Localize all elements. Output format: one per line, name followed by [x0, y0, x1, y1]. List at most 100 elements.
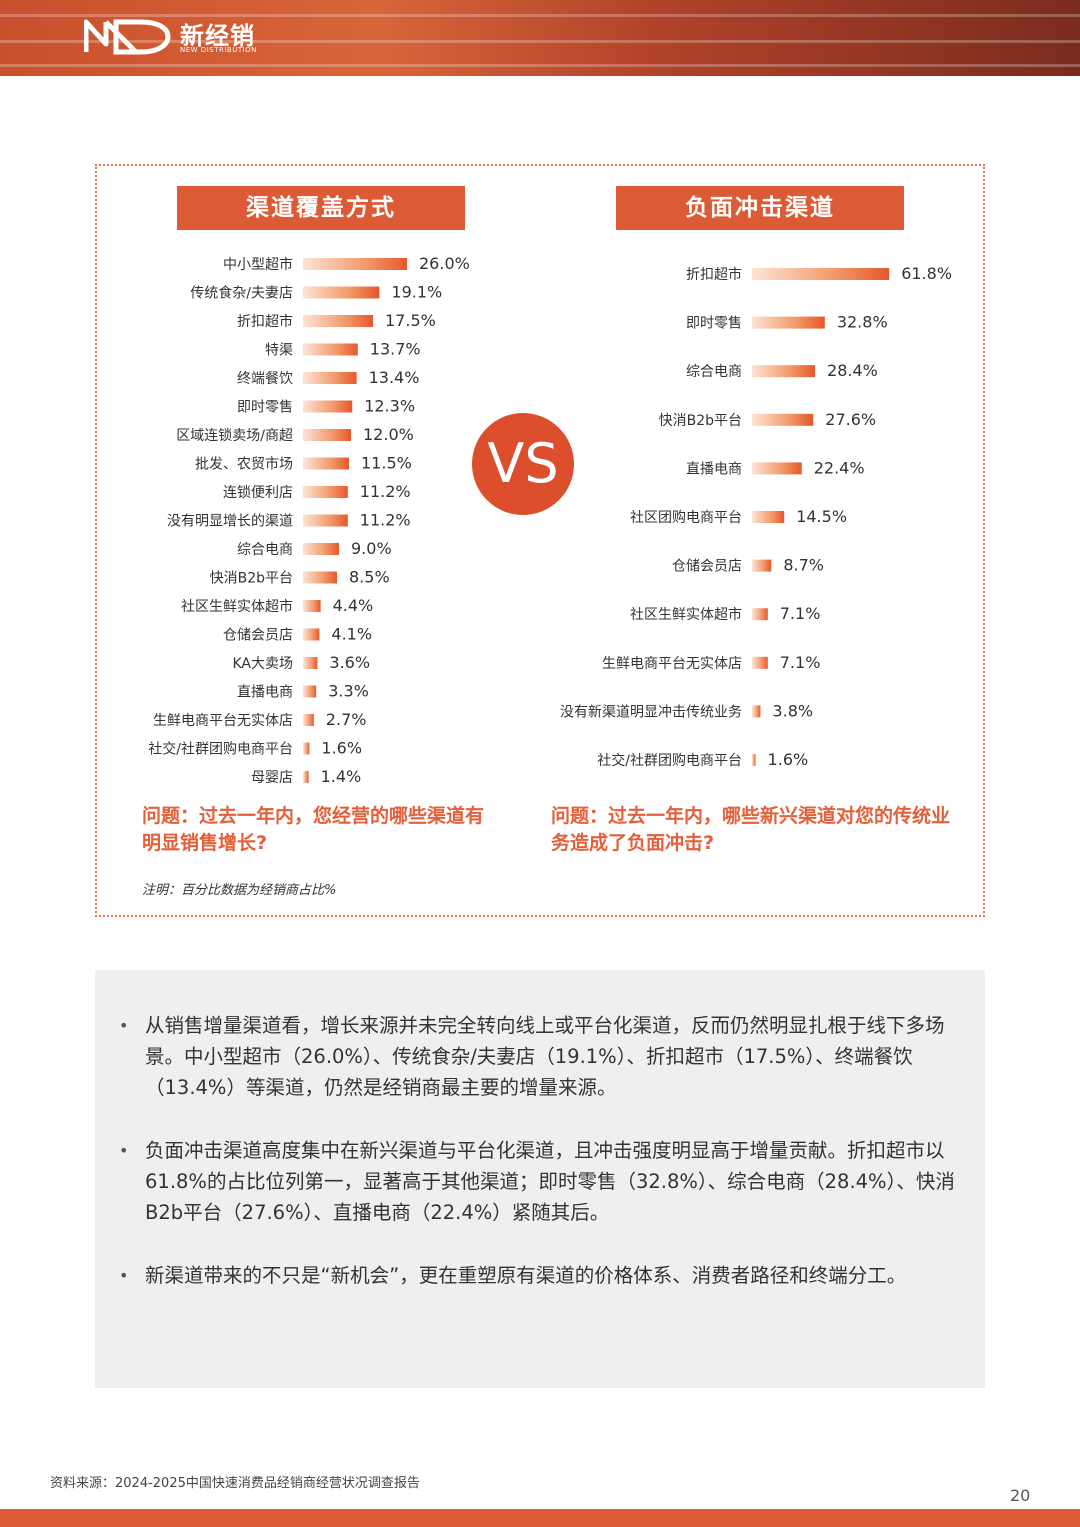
bar	[303, 543, 339, 555]
right-panel-title: 负面冲击渠道	[616, 186, 904, 230]
category-label: 生鲜电商平台无实体店	[153, 713, 293, 729]
brand-logo-icon	[84, 19, 171, 55]
bullet-icon: •	[119, 1266, 129, 1285]
category-label: 快消B2b平台	[210, 571, 293, 587]
bar	[752, 608, 768, 621]
category-label: 社区团购电商平台	[630, 510, 742, 526]
left-question: 问题：过去一年内，您经营的哪些渠道有明显销售增长?	[142, 805, 485, 854]
value-label: 13.7%	[370, 340, 421, 359]
category-label: 社区生鲜实体超市	[630, 606, 742, 623]
chart-frame	[95, 164, 985, 917]
summary-box: • 从销售增量渠道看，增长来源并未完全转向线上或平台化渠道，反而仍然明显扎根于线下…	[95, 970, 985, 1388]
value-label: 4.1%	[331, 625, 372, 644]
left-bar-chart: 中小型超市 26.0% 传统食杂/夫妻店 19.1% 折扣超市 17.5% 特渠 13.7% 终…	[148, 254, 470, 786]
value-label: 8.5%	[349, 568, 390, 587]
value-label: 4.4%	[333, 596, 374, 615]
vs-badge: VS	[472, 413, 574, 515]
value-label: 1.6%	[768, 750, 809, 769]
summary-point: • 负面冲击渠道高度集中在新兴渠道与平台化渠道，且冲击强度明显高于增量贡献。折扣超…	[119, 1135, 955, 1228]
bar	[303, 315, 373, 327]
category-label: 快消B2b平台	[659, 413, 742, 429]
value-label: 3.6%	[329, 653, 370, 672]
category-label: 社交/社群团购电商平台	[148, 741, 293, 758]
bar	[303, 771, 309, 783]
bar	[303, 600, 321, 612]
summary-point-text: 从销售增量渠道看，增长来源并未完全转向线上或平台化渠道，反而仍然明显扎根于线下多…	[145, 1014, 945, 1099]
category-label: 即时零售	[686, 316, 742, 332]
bar	[303, 457, 349, 470]
category-label: 折扣超市	[237, 313, 293, 330]
category-label: 母婴店	[251, 770, 293, 786]
category-label: 没有新渠道明显冲击传统业务	[560, 704, 742, 720]
right-question: 问题：过去一年内，哪些新兴渠道对您的传统业务造成了负面冲击?	[551, 805, 951, 854]
page-header: 新经销 NEW DISTRIBUTION	[0, 0, 1080, 76]
value-label: 27.6%	[825, 410, 876, 429]
bar	[303, 742, 310, 755]
category-label: 综合电商	[686, 364, 742, 380]
value-label: 13.4%	[369, 368, 420, 387]
value-label: 61.8%	[901, 264, 952, 283]
bar	[303, 514, 348, 527]
bar	[752, 268, 890, 280]
brand-subtitle: NEW DISTRIBUTION	[180, 46, 257, 54]
value-label: 3.3%	[328, 682, 369, 701]
value-label: 12.3%	[364, 397, 415, 416]
bar	[752, 559, 772, 572]
category-label: 综合电商	[237, 542, 293, 558]
category-label: 直播电商	[686, 460, 742, 477]
bar	[752, 316, 825, 329]
value-label: 11.2%	[360, 511, 411, 530]
category-label: 仓储会员店	[672, 559, 742, 575]
bullet-icon: •	[119, 1016, 129, 1035]
bar	[752, 705, 761, 718]
value-label: 28.4%	[827, 361, 878, 380]
value-label: 12.0%	[363, 425, 414, 444]
category-label: 中小型超市	[223, 256, 293, 273]
value-label: 17.5%	[385, 311, 436, 330]
category-label: 仓储会员店	[223, 628, 293, 644]
bar	[303, 628, 320, 641]
value-label: 8.7%	[783, 556, 824, 575]
bar	[303, 714, 314, 726]
value-label: 26.0%	[419, 254, 470, 273]
category-label: 连锁便利店	[223, 485, 293, 501]
category-label: 生鲜电商平台无实体店	[602, 656, 742, 672]
value-label: 11.5%	[361, 454, 412, 473]
value-label: 32.8%	[837, 313, 888, 332]
category-label: 社交/社群团购电商平台	[597, 752, 742, 769]
value-label: 1.4%	[321, 767, 362, 786]
bar	[303, 571, 337, 584]
bar	[303, 343, 358, 356]
bar	[303, 429, 351, 441]
value-label: 11.2%	[360, 482, 411, 501]
bar	[303, 657, 318, 669]
brand-name: 新经销	[180, 22, 255, 50]
category-label: 终端餐饮	[237, 371, 293, 387]
summary-point: • 新渠道带来的不只是“新机会”，更在重塑原有渠道的价格体系、消费者路径和终端分工…	[119, 1260, 955, 1291]
bar	[303, 258, 407, 270]
value-label: 22.4%	[814, 458, 865, 477]
value-label: 14.5%	[796, 507, 847, 526]
bar	[303, 486, 348, 498]
bar	[752, 511, 785, 523]
bar	[752, 754, 756, 766]
value-label: 1.6%	[321, 739, 362, 758]
right-bar-chart: 折扣超市 61.8% 即时零售 32.8% 综合电商 28.4% 快消B2b平台 27.6% 直…	[560, 264, 952, 769]
value-label: 9.0%	[351, 539, 392, 558]
value-label: 7.1%	[780, 653, 821, 672]
bar	[752, 365, 816, 378]
summary-point-text: 负面冲击渠道高度集中在新兴渠道与平台化渠道，且冲击强度明显高于增量贡献。折扣超市…	[145, 1139, 955, 1224]
source-citation: 资料来源：2024-2025中国快速消费品经销商经营状况调查报告	[50, 1476, 420, 1491]
bar	[303, 400, 353, 413]
bar	[752, 462, 802, 475]
category-label: 区域连锁卖场/商超	[176, 428, 293, 444]
bar	[752, 413, 814, 426]
category-label: 直播电商	[237, 684, 293, 701]
summary-point: • 从销售增量渠道看，增长来源并未完全转向线上或平台化渠道，反而仍然明显扎根于线下…	[119, 1010, 955, 1103]
category-label: 批发、农贸市场	[195, 456, 293, 473]
value-label: 3.8%	[772, 701, 813, 720]
category-label: 没有明显增长的渠道	[167, 514, 293, 530]
category-label: KA大卖场	[232, 656, 293, 672]
category-label: 传统食杂/夫妻店	[190, 285, 293, 302]
